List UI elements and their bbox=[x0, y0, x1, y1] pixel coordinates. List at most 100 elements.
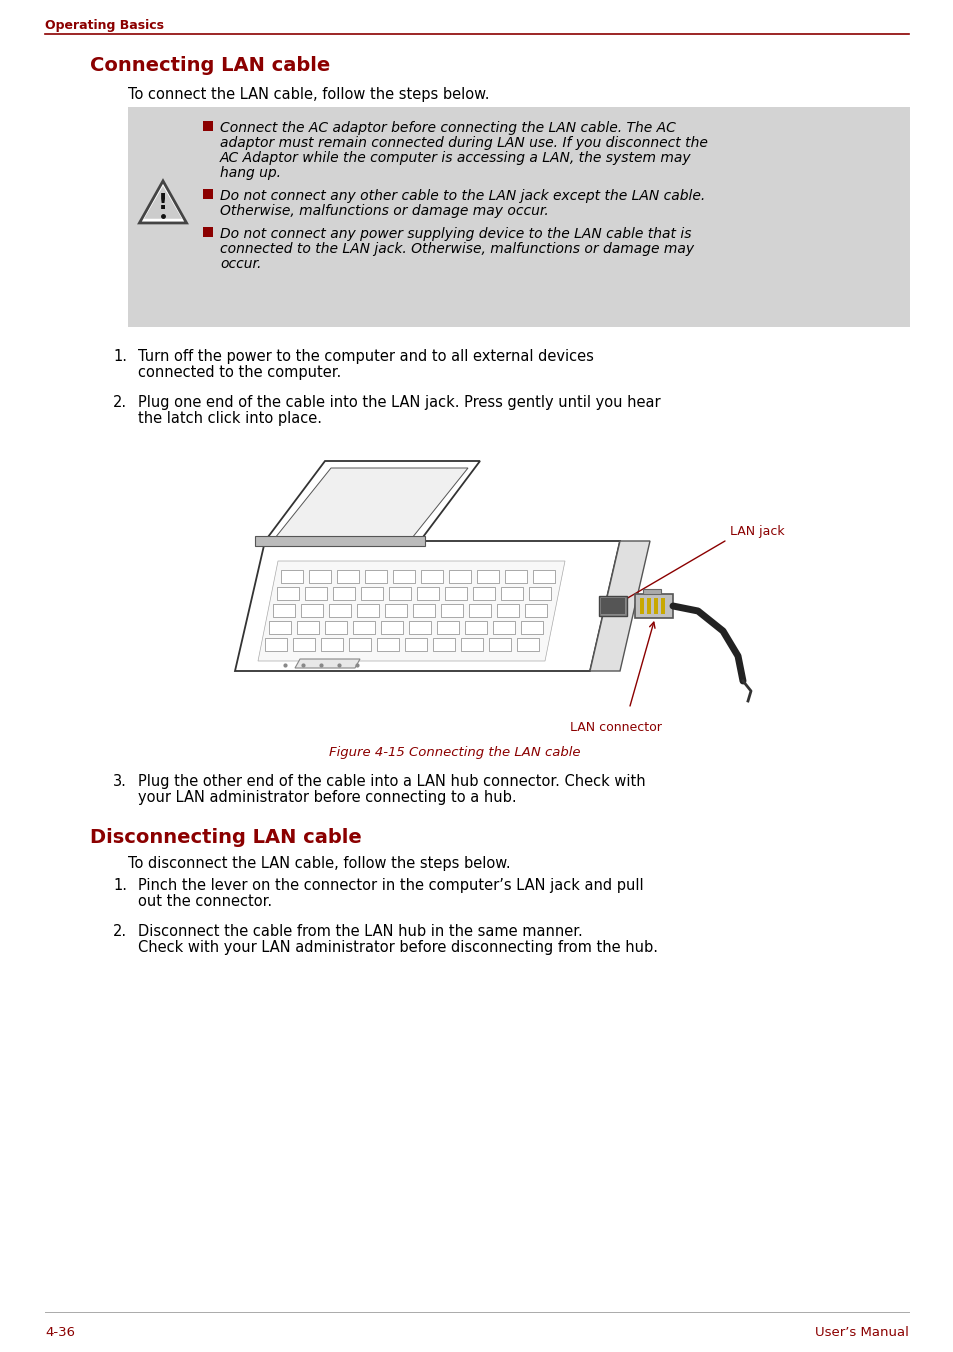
Polygon shape bbox=[460, 638, 482, 652]
Polygon shape bbox=[269, 621, 291, 634]
Text: Do not connect any other cable to the LAN jack except the LAN cable.: Do not connect any other cable to the LA… bbox=[220, 189, 704, 203]
Text: out the connector.: out the connector. bbox=[138, 894, 272, 909]
Bar bbox=[660, 598, 664, 614]
Polygon shape bbox=[376, 638, 398, 652]
Polygon shape bbox=[273, 604, 294, 617]
Polygon shape bbox=[353, 621, 375, 634]
Polygon shape bbox=[309, 571, 331, 583]
Text: Plug one end of the cable into the LAN jack. Press gently until you hear: Plug one end of the cable into the LAN j… bbox=[138, 395, 659, 410]
Text: connected to the LAN jack. Otherwise, malfunctions or damage may: connected to the LAN jack. Otherwise, ma… bbox=[220, 242, 694, 256]
Polygon shape bbox=[393, 571, 415, 583]
Polygon shape bbox=[444, 587, 467, 600]
Text: hang up.: hang up. bbox=[220, 166, 281, 180]
Polygon shape bbox=[360, 587, 382, 600]
Polygon shape bbox=[489, 638, 511, 652]
Text: Otherwise, malfunctions or damage may occur.: Otherwise, malfunctions or damage may oc… bbox=[220, 204, 548, 218]
Polygon shape bbox=[469, 604, 491, 617]
Polygon shape bbox=[325, 621, 347, 634]
Bar bbox=[254, 535, 424, 546]
Polygon shape bbox=[329, 604, 351, 617]
Text: Disconnect the cable from the LAN hub in the same manner.: Disconnect the cable from the LAN hub in… bbox=[138, 923, 582, 940]
Polygon shape bbox=[349, 638, 371, 652]
Bar bbox=[203, 120, 213, 131]
Text: your LAN administrator before connecting to a hub.: your LAN administrator before connecting… bbox=[138, 790, 517, 804]
Polygon shape bbox=[234, 541, 619, 671]
Polygon shape bbox=[493, 621, 515, 634]
Polygon shape bbox=[293, 638, 314, 652]
Text: adaptor must remain connected during LAN use. If you disconnect the: adaptor must remain connected during LAN… bbox=[220, 137, 707, 150]
Text: Figure 4-15 Connecting the LAN cable: Figure 4-15 Connecting the LAN cable bbox=[329, 746, 580, 758]
Text: Disconnecting LAN cable: Disconnecting LAN cable bbox=[90, 827, 361, 846]
Bar bbox=[203, 189, 213, 199]
Text: 1.: 1. bbox=[112, 877, 127, 894]
Polygon shape bbox=[365, 571, 387, 583]
Polygon shape bbox=[416, 587, 438, 600]
Text: LAN jack: LAN jack bbox=[729, 525, 783, 538]
Polygon shape bbox=[635, 594, 672, 618]
Polygon shape bbox=[296, 621, 318, 634]
Polygon shape bbox=[420, 571, 442, 583]
Polygon shape bbox=[257, 561, 564, 661]
Text: AC Adaptor while the computer is accessing a LAN, the system may: AC Adaptor while the computer is accessi… bbox=[220, 151, 691, 165]
Polygon shape bbox=[265, 461, 479, 541]
Polygon shape bbox=[436, 621, 458, 634]
Polygon shape bbox=[356, 604, 378, 617]
Polygon shape bbox=[517, 638, 538, 652]
Polygon shape bbox=[449, 571, 471, 583]
Polygon shape bbox=[274, 468, 468, 538]
Polygon shape bbox=[144, 187, 182, 219]
Polygon shape bbox=[529, 587, 551, 600]
Text: 4-36: 4-36 bbox=[45, 1326, 75, 1338]
Polygon shape bbox=[385, 604, 407, 617]
Polygon shape bbox=[524, 604, 546, 617]
Polygon shape bbox=[305, 587, 327, 600]
Text: Operating Basics: Operating Basics bbox=[45, 19, 164, 32]
Text: 1.: 1. bbox=[112, 349, 127, 364]
Text: To disconnect the LAN cable, follow the steps below.: To disconnect the LAN cable, follow the … bbox=[128, 856, 510, 871]
Bar bbox=[654, 598, 658, 614]
Bar bbox=[598, 596, 626, 617]
Polygon shape bbox=[504, 571, 526, 583]
Text: Connecting LAN cable: Connecting LAN cable bbox=[90, 55, 330, 74]
Polygon shape bbox=[520, 621, 542, 634]
Text: Turn off the power to the computer and to all external devices: Turn off the power to the computer and t… bbox=[138, 349, 594, 364]
Polygon shape bbox=[433, 638, 455, 652]
Polygon shape bbox=[464, 621, 486, 634]
Polygon shape bbox=[281, 571, 303, 583]
Polygon shape bbox=[409, 621, 431, 634]
Text: 3.: 3. bbox=[112, 773, 127, 790]
Polygon shape bbox=[333, 587, 355, 600]
Text: occur.: occur. bbox=[220, 257, 261, 270]
Text: the latch click into place.: the latch click into place. bbox=[138, 411, 322, 426]
Polygon shape bbox=[413, 604, 435, 617]
Text: Plug the other end of the cable into a LAN hub connector. Check with: Plug the other end of the cable into a L… bbox=[138, 773, 645, 790]
Bar bbox=[203, 227, 213, 237]
Polygon shape bbox=[476, 571, 498, 583]
Polygon shape bbox=[294, 658, 359, 668]
Polygon shape bbox=[320, 638, 343, 652]
Text: connected to the computer.: connected to the computer. bbox=[138, 365, 341, 380]
Text: 2.: 2. bbox=[112, 923, 127, 940]
Text: !: ! bbox=[158, 193, 168, 214]
Polygon shape bbox=[265, 638, 287, 652]
Polygon shape bbox=[533, 571, 555, 583]
Polygon shape bbox=[389, 587, 411, 600]
Text: 2.: 2. bbox=[112, 395, 127, 410]
Polygon shape bbox=[301, 604, 323, 617]
Bar bbox=[639, 598, 643, 614]
Bar bbox=[646, 598, 650, 614]
Polygon shape bbox=[589, 541, 649, 671]
Bar bbox=[600, 598, 624, 614]
Bar bbox=[642, 589, 660, 594]
Polygon shape bbox=[276, 587, 298, 600]
Text: To connect the LAN cable, follow the steps below.: To connect the LAN cable, follow the ste… bbox=[128, 87, 489, 101]
Text: Check with your LAN administrator before disconnecting from the hub.: Check with your LAN administrator before… bbox=[138, 940, 658, 955]
Polygon shape bbox=[380, 621, 402, 634]
Text: Do not connect any power supplying device to the LAN cable that is: Do not connect any power supplying devic… bbox=[220, 227, 691, 241]
Text: Connect the AC adaptor before connecting the LAN cable. The AC: Connect the AC adaptor before connecting… bbox=[220, 120, 675, 135]
Polygon shape bbox=[405, 638, 427, 652]
Polygon shape bbox=[139, 181, 187, 223]
Text: User’s Manual: User’s Manual bbox=[814, 1326, 908, 1338]
Polygon shape bbox=[500, 587, 522, 600]
Polygon shape bbox=[336, 571, 358, 583]
